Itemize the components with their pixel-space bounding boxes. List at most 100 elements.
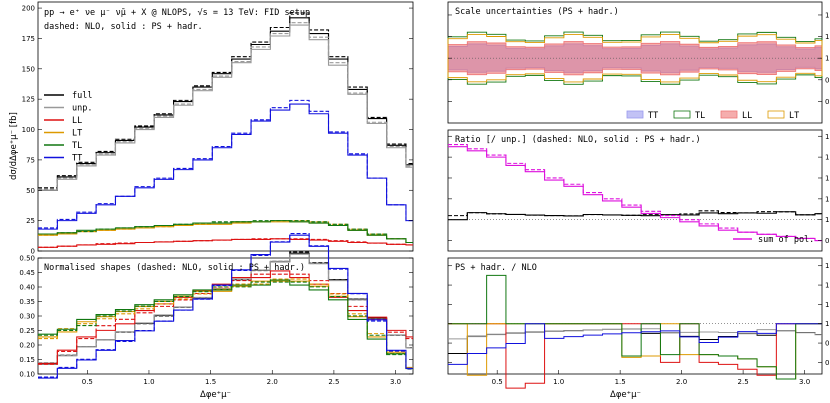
x-tick-label: 1.5 (615, 378, 626, 386)
series-group (448, 274, 823, 389)
x-tick-label: 2.5 (738, 378, 749, 386)
y-tick-label: 1.00 (825, 55, 830, 63)
y-tick-label: 75 (26, 156, 35, 164)
legend-label: LL (742, 111, 752, 121)
x-tick-label: 0.5 (82, 378, 93, 386)
legend: sum of pol. (733, 235, 814, 245)
x-tick-label: 1.0 (553, 378, 564, 386)
y-axis: 0.9 1.0 1.1 1.2 1.3 1.4 (448, 133, 830, 245)
legend-label: LT (789, 111, 799, 121)
shape-line-nlo (38, 233, 414, 378)
legend: TT TL LL LT (626, 110, 799, 121)
chart-subtitle: dashed: NLO, solid : PS + hadr. (44, 22, 203, 32)
y-tick-label: 1.050 (825, 282, 830, 290)
y-axis-label: dσ/dΔφe⁺μ⁻ [fb] (9, 112, 19, 180)
chart-title: pp → e⁺ νe μ⁻ ν̄μ + X @ NLOPS, √s = 13 T… (44, 8, 310, 18)
series-group (38, 12, 414, 248)
legend-label: TT (648, 111, 658, 121)
series-line-nlo (38, 220, 414, 244)
y-tick-label: 1.075 (825, 262, 830, 270)
x-tick-label: 2.5 (328, 378, 339, 386)
legend-label: TL (72, 141, 82, 151)
y-tick-label: 150 (22, 65, 35, 73)
series-line-nlo (38, 238, 414, 248)
y-tick-label: 1.1 (825, 195, 830, 203)
y-tick-label: 0.90 (825, 98, 830, 106)
x-tick-label: 1.5 (205, 378, 216, 386)
legend: full unp. LL LT TL TT (44, 91, 92, 164)
y-tick-label: 1.05 (825, 33, 830, 41)
y-tick-label: 100 (22, 126, 35, 134)
y-tick-label: 0.9 (825, 237, 830, 245)
y-tick-label: 0.10 (19, 371, 35, 379)
y-tick-label: 0.20 (19, 342, 35, 350)
x-axis: 0.5 1.0 1.5 2.0 2.5 3.0 (492, 370, 810, 386)
series-line-TT (38, 103, 414, 230)
x-axis-label: Δφe⁺μ⁻ (200, 390, 231, 400)
y-tick-label: 0.45 (19, 269, 35, 277)
y-tick-label: 50 (26, 187, 35, 195)
plot-frame (37, 1, 414, 252)
uncertainty-band (447, 31, 823, 85)
y-tick-label: 0 (31, 248, 35, 256)
x-axis: 0.5 1.0 1.5 2.0 2.5 3.0 (82, 370, 401, 386)
y-tick-label: 1.025 (825, 301, 830, 309)
y-axis: 0.950 0.975 1.000 1.025 1.050 1.075 (448, 262, 830, 367)
chart-title: PS + hadr. / NLO (455, 263, 537, 273)
series-line-nlo (38, 99, 414, 229)
y-axis: 0 25 50 75 100 125 150 175 200 (22, 5, 413, 256)
y-tick-label: 0.35 (19, 298, 35, 306)
ratio-line (448, 323, 823, 365)
x-tick-label: 0.5 (492, 378, 503, 386)
ratio-line (448, 323, 823, 380)
panel-ratio: 0.9 1.0 1.1 1.2 1.3 1.4 Ratio [/ unp.] (dashe… (447, 129, 830, 252)
series-group (38, 233, 414, 379)
series-line-unp (38, 24, 414, 191)
y-tick-label: 175 (22, 35, 35, 43)
ratio-full-nlo (448, 210, 823, 217)
x-tick-label: 2.0 (676, 378, 687, 386)
series-line-nlo (38, 22, 414, 190)
x-tick-label: 1.0 (143, 378, 154, 386)
y-tick-label: 1.3 (825, 154, 830, 162)
x-tick-label: 3.0 (799, 378, 810, 386)
series-line-nlo (38, 220, 414, 244)
uncertainty-band (447, 41, 823, 76)
series-group (447, 31, 823, 85)
ratio-sum-of-pol (448, 146, 823, 242)
x-axis-label: Δφe⁺μ⁻ (610, 390, 641, 400)
y-tick-label: 125 (22, 96, 35, 104)
panel-pshadr: 0.950 0.975 1.000 1.025 1.050 1.075 0.5 1.0 1.5… (447, 257, 830, 400)
y-tick-label: 0.40 (19, 284, 35, 292)
y-tick-label: 0.50 (19, 255, 35, 263)
y-tick-label: 0.950 (825, 359, 830, 367)
panel-main: 0 25 50 75 100 125 150 175 200 pp → e⁺ νe μ⁻ ν̄μ… (9, 1, 414, 256)
plot-frame (447, 257, 823, 375)
shape-line-nlo (38, 281, 414, 370)
y-tick-label: 0.30 (19, 313, 35, 321)
ratio-sum-of-pol-nlo (448, 144, 823, 242)
y-tick-label: 1.4 (825, 133, 830, 141)
legend-swatch (673, 110, 691, 119)
y-axis: 0.90 0.95 1.00 1.05 1.10 (448, 11, 830, 106)
chart-title: Normalised shapes (dashed: NLO, solid : … (44, 263, 305, 273)
plot-frame (447, 129, 823, 252)
legend-label: full (72, 91, 92, 101)
shape-line-nlo (38, 273, 414, 365)
y-tick-label: 1.10 (825, 11, 830, 19)
x-tick-label: 3.0 (390, 378, 401, 386)
legend-swatch (720, 110, 738, 119)
y-tick-label: 200 (22, 5, 35, 13)
y-axis: 0.10 0.15 0.20 0.25 0.30 0.35 0.40 0.45 0.50 (19, 255, 413, 379)
series-group (448, 144, 823, 242)
x-tick-label: 2.0 (267, 378, 278, 386)
y-tick-label: 1.0 (825, 216, 830, 224)
panel-scale: 0.90 0.95 1.00 1.05 1.10 Scale uncertainties… (447, 1, 830, 124)
legend-label: LL (72, 116, 82, 126)
y-tick-label: 0.15 (19, 356, 35, 364)
legend-label: TT (72, 154, 82, 164)
chart-title: Scale uncertainties (PS + hadr.) (455, 7, 619, 17)
shape-line (38, 279, 414, 370)
y-tick-label: 0.95 (825, 76, 830, 84)
